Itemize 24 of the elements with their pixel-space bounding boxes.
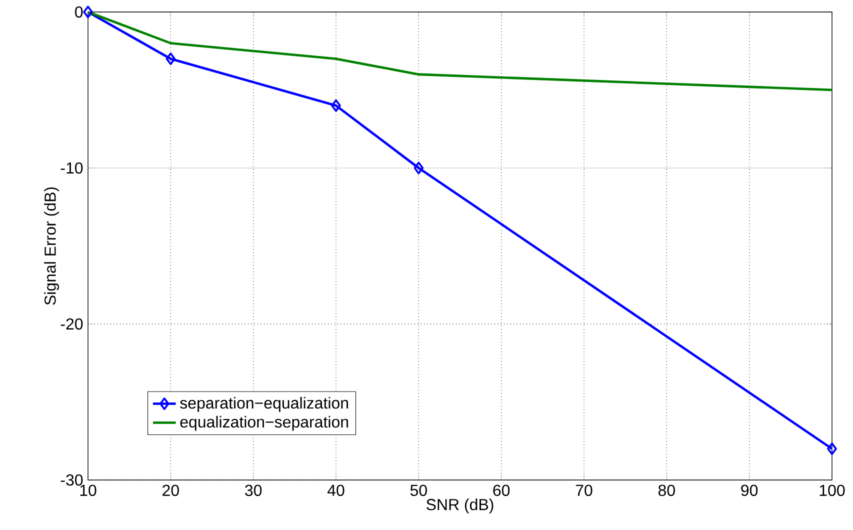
legend-label: separation−equalization bbox=[180, 396, 348, 412]
point bbox=[414, 162, 424, 174]
point bbox=[827, 442, 837, 456]
y-tick-label: -30 bbox=[60, 474, 83, 486]
x-tick-label: 10 bbox=[80, 484, 96, 496]
y-tick-label: -10 bbox=[60, 162, 83, 174]
x-axis-title: SNR (dB) bbox=[426, 498, 494, 514]
x-tick-label: 90 bbox=[741, 484, 758, 496]
y-axis-title: Signal Error (dB) bbox=[44, 187, 60, 305]
point bbox=[331, 99, 341, 112]
y-tick-label: 0 bbox=[75, 6, 83, 18]
x-tick-label: 20 bbox=[162, 484, 179, 496]
legend-label: equalization−separation bbox=[180, 416, 348, 431]
y-tick-label: -20 bbox=[60, 318, 83, 330]
x-tick-label: 50 bbox=[410, 484, 427, 496]
line-series bbox=[88, 12, 832, 92]
x-tick-label: 60 bbox=[493, 484, 510, 496]
x-tick-label: 70 bbox=[576, 484, 592, 496]
point bbox=[83, 6, 93, 18]
x-tick-label: 40 bbox=[327, 484, 344, 496]
x-tick-label: 100 bbox=[820, 484, 845, 496]
x-tick-label: 30 bbox=[245, 484, 262, 496]
point bbox=[166, 52, 176, 66]
x-tick-label: 80 bbox=[658, 484, 675, 496]
